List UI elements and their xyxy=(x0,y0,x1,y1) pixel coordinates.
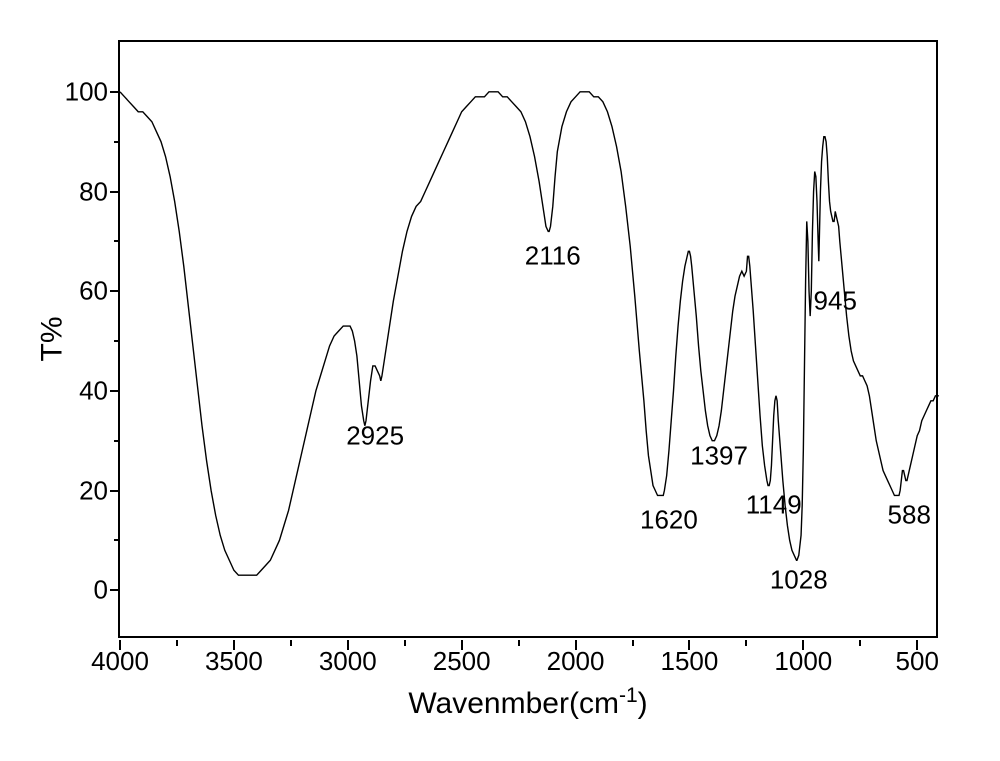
x-tick xyxy=(176,640,178,646)
x-tick xyxy=(518,640,520,646)
x-tick-label: 3500 xyxy=(205,646,263,677)
x-tick xyxy=(632,640,634,646)
x-tick-label: 2500 xyxy=(433,646,491,677)
x-tick-label: 500 xyxy=(896,646,939,677)
y-tick xyxy=(110,191,120,193)
x-tick-label: 1000 xyxy=(774,646,832,677)
peak-label: 1149 xyxy=(746,490,802,521)
x-tick-label: 1500 xyxy=(661,646,719,677)
y-tick-label: 0 xyxy=(94,575,108,606)
x-tick xyxy=(404,640,406,646)
x-tick xyxy=(745,640,747,646)
y-tick xyxy=(110,91,120,93)
y-tick xyxy=(110,290,120,292)
y-tick-label: 60 xyxy=(79,276,108,307)
peak-label: 1028 xyxy=(770,565,828,596)
y-tick-label: 100 xyxy=(65,76,108,107)
y-tick-label: 40 xyxy=(79,375,108,406)
peak-label: 1397 xyxy=(690,440,748,471)
y-tick xyxy=(114,141,120,143)
peak-label: 588 xyxy=(888,500,931,531)
peak-label: 2925 xyxy=(346,420,404,451)
y-tick-label: 20 xyxy=(79,475,108,506)
plot-area: 4000350030002500200015001000500020406080… xyxy=(118,40,938,638)
peak-label: 2116 xyxy=(525,241,581,272)
peak-label: 945 xyxy=(814,286,857,317)
y-tick xyxy=(110,390,120,392)
y-tick-label: 80 xyxy=(79,176,108,207)
spectrum-svg xyxy=(120,42,940,640)
spectrum-line xyxy=(120,92,939,575)
x-tick xyxy=(290,640,292,646)
y-tick xyxy=(114,539,120,541)
x-tick-label: 2000 xyxy=(547,646,605,677)
y-tick xyxy=(110,490,120,492)
x-tick-label: 3000 xyxy=(319,646,377,677)
y-axis-label: T% xyxy=(36,317,70,362)
y-tick xyxy=(114,240,120,242)
x-axis-label: Wavenmber(cm-1) xyxy=(408,684,647,721)
y-tick xyxy=(110,589,120,591)
x-tick-label: 4000 xyxy=(91,646,149,677)
y-tick xyxy=(114,440,120,442)
x-tick xyxy=(859,640,861,646)
y-tick xyxy=(114,340,120,342)
peak-label: 1620 xyxy=(640,505,698,536)
ir-spectrum-figure: 4000 3500 3000 2500 2000 1500 1000 500 0 20 40 60 80… xyxy=(0,0,1000,761)
